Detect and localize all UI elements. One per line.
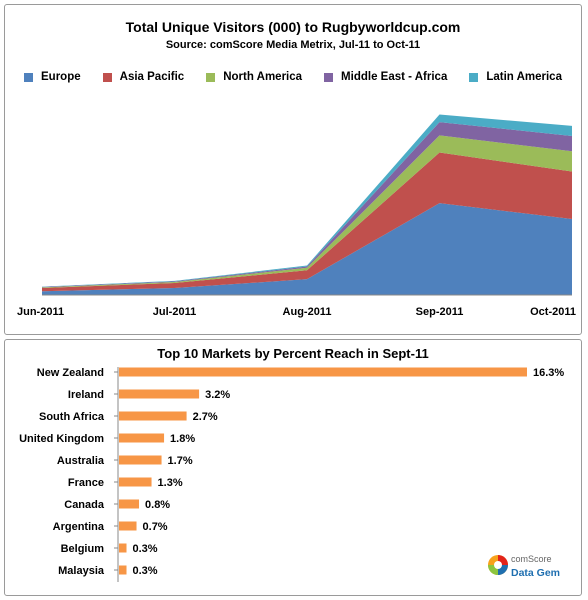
horizontal-bar-chart: New Zealand 16.3% Ireland 3.2% South Africa 2…	[19, 367, 564, 582]
bar-value-label: 3.2%	[205, 389, 230, 401]
bar	[119, 499, 140, 509]
bar-value-label: 1.3%	[158, 477, 183, 489]
comscore-logo: comScore Data Gem	[487, 551, 577, 587]
x-tick-label: Jun-2011	[17, 306, 64, 318]
legend-swatch	[469, 72, 479, 82]
bar	[119, 433, 165, 443]
category-label: Australia	[57, 455, 105, 467]
bar	[119, 521, 137, 531]
bar-value-label: 2.7%	[193, 411, 218, 423]
bar-value-label: 0.3%	[133, 565, 158, 577]
bar	[119, 565, 127, 575]
category-label: France	[68, 477, 104, 489]
bar	[119, 477, 152, 487]
visitors-chart-panel: Total Unique Visitors (000) to Rugbyworl…	[4, 4, 582, 335]
category-label: New Zealand	[37, 367, 104, 379]
category-label: Argentina	[53, 521, 105, 533]
bar-value-label: 16.3%	[533, 367, 564, 379]
legend-swatch	[24, 72, 34, 82]
bar	[119, 455, 162, 465]
x-tick-label: Oct-2011	[530, 306, 576, 318]
legend-swatch	[102, 72, 112, 82]
bar	[119, 543, 127, 553]
legend-label: Latin America	[486, 71, 562, 83]
legend-item-4: Middle East - Africa	[324, 71, 447, 83]
x-tick-label: Jul-2011	[153, 306, 196, 318]
x-tick-label: Aug-2011	[283, 306, 332, 318]
bar-value-label: 1.7%	[168, 455, 193, 467]
area-series-1	[42, 203, 572, 295]
bar-value-label: 0.8%	[145, 499, 170, 511]
area-series-2	[42, 152, 572, 292]
visitors-chart-title: Total Unique Visitors (000) to Rugbyworl…	[125, 19, 461, 35]
legend-item-2: Asia Pacific	[102, 71, 185, 83]
legend-item-5: Latin America	[469, 71, 562, 83]
logo-line2: Data Gem	[511, 567, 561, 579]
category-label: Belgium	[61, 543, 105, 555]
visitors-chart-legend: Europe Asia Pacific North America Middle Ea…	[5, 71, 581, 83]
bar	[119, 411, 187, 421]
x-tick-label: Sep-2011	[416, 306, 464, 318]
area-series-3	[42, 135, 572, 289]
comscore-logo-icon	[488, 555, 508, 575]
legend-swatch	[206, 72, 216, 82]
markets-chart-panel: Top 10 Markets by Percent Reach in Sept-…	[4, 339, 582, 596]
bar-value-label: 0.7%	[143, 521, 168, 533]
legend-label: Middle East - Africa	[341, 71, 448, 83]
category-label: Canada	[64, 499, 105, 511]
bar-value-label: 0.3%	[133, 543, 158, 555]
legend-label: Europe	[41, 71, 81, 83]
logo-line1: comScore	[511, 554, 552, 564]
category-label: Malaysia	[58, 565, 105, 577]
category-label: United Kingdom	[19, 433, 104, 445]
legend-label: Asia Pacific	[119, 71, 185, 83]
category-label: Ireland	[68, 389, 104, 401]
area-series-4	[42, 122, 572, 288]
legend-item-3: North America	[206, 71, 302, 83]
bar	[119, 389, 200, 399]
stacked-area-chart: Jun-2011 Jul-2011 Aug-2011 Sep-2011 Oct-2011	[17, 114, 576, 318]
bar-value-label: 1.8%	[170, 433, 195, 445]
legend-item-1: Europe	[24, 71, 81, 83]
visitors-chart-subtitle: Source: comScore Media Metrix, Jul-11 to…	[165, 39, 421, 51]
legend-swatch	[324, 72, 334, 82]
category-label: South Africa	[39, 411, 105, 423]
markets-chart-title: Top 10 Markets by Percent Reach in Sept-…	[157, 346, 429, 361]
bar	[119, 367, 527, 377]
legend-label: North America	[223, 71, 303, 83]
